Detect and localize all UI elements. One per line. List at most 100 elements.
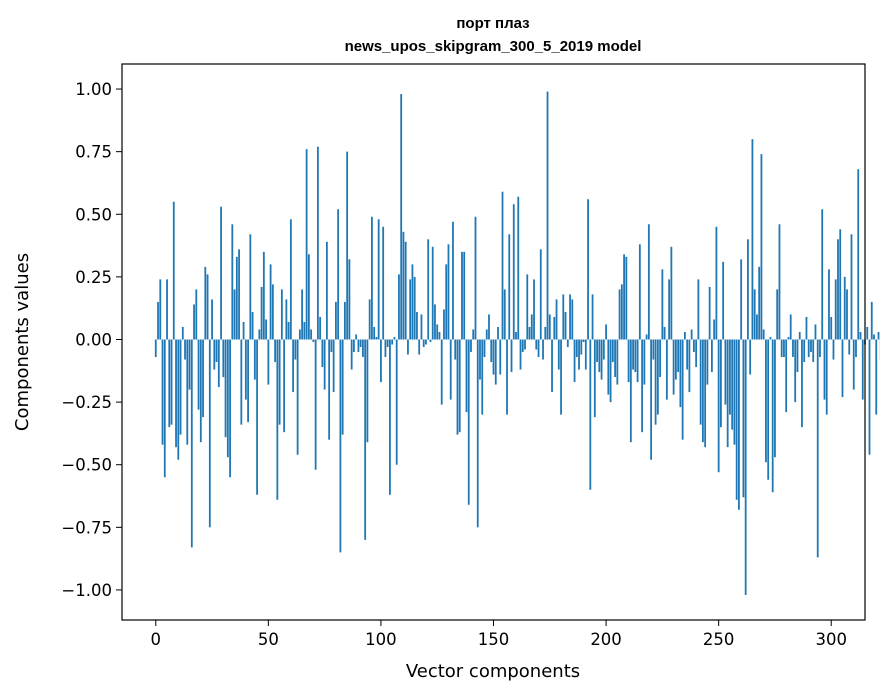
bar: [551, 339, 553, 393]
bar: [720, 339, 722, 428]
bar: [812, 339, 815, 363]
bar: [325, 241, 328, 340]
bar: [683, 331, 686, 340]
bar: [830, 316, 833, 340]
bar: [440, 339, 443, 405]
bar: [472, 329, 475, 340]
bar: [747, 239, 749, 340]
bar: [837, 239, 839, 340]
bar: [177, 339, 180, 460]
bar: [332, 339, 335, 393]
bar: [697, 279, 700, 340]
bar: [641, 339, 644, 433]
bar: [220, 206, 222, 340]
bar: [785, 339, 788, 413]
bar: [661, 269, 664, 340]
bar: [413, 276, 416, 340]
bar: [555, 299, 558, 340]
bar: [276, 339, 279, 500]
bar: [179, 339, 182, 435]
bar: [810, 339, 812, 353]
bar: [539, 249, 542, 340]
bar: [722, 261, 725, 340]
bar: [654, 339, 657, 425]
bar: [647, 224, 650, 340]
bar: [371, 216, 373, 340]
bar: [735, 339, 738, 500]
bar: [620, 284, 623, 340]
bar: [636, 339, 639, 383]
bar: [359, 339, 362, 348]
bar: [652, 339, 655, 360]
bar: [476, 339, 479, 528]
bar: [537, 339, 540, 358]
bar: [776, 289, 779, 340]
bar: [674, 339, 677, 380]
bar: [857, 169, 860, 340]
bar: [638, 244, 641, 340]
bar: [235, 256, 238, 340]
bar: [418, 339, 421, 355]
bar: [670, 246, 673, 340]
bar: [557, 339, 560, 370]
bar: [756, 314, 758, 340]
bar: [154, 339, 157, 358]
bar: [868, 339, 871, 455]
bar: [242, 321, 245, 340]
bar: [240, 339, 243, 425]
bar: [679, 339, 682, 408]
bar: [823, 339, 826, 400]
bar: [213, 339, 216, 370]
bar: [443, 309, 445, 340]
bar: [611, 339, 614, 363]
bar: [688, 339, 691, 393]
bar: [161, 339, 164, 445]
y-tick-label: 0.50: [75, 205, 112, 224]
bar: [391, 339, 394, 345]
bar: [490, 339, 493, 363]
bar: [605, 324, 607, 340]
bar: [627, 339, 630, 383]
bar: [526, 274, 529, 340]
bar: [314, 339, 317, 470]
bar: [366, 339, 369, 443]
y-tick-label: −0.25: [61, 393, 112, 412]
bar: [672, 339, 675, 395]
bar: [690, 329, 693, 340]
bar: [436, 324, 439, 340]
bar: [262, 251, 265, 340]
bar: [287, 321, 290, 340]
bar: [625, 256, 628, 340]
bar: [778, 224, 781, 340]
bar: [362, 339, 364, 358]
bar: [846, 289, 848, 340]
bar: [195, 289, 198, 340]
bar: [175, 339, 177, 448]
bar: [602, 339, 605, 360]
bar: [740, 259, 743, 340]
bar: [447, 244, 450, 340]
bar: [598, 339, 601, 373]
bar: [229, 339, 231, 478]
bar: [425, 339, 427, 345]
bar: [445, 264, 448, 340]
bar: [202, 339, 204, 418]
bar: [749, 339, 752, 375]
bar: [546, 91, 549, 340]
bar: [186, 339, 189, 445]
bar: [524, 339, 526, 350]
bar: [715, 226, 718, 340]
bar: [814, 324, 817, 340]
bar: [398, 274, 400, 340]
bar: [841, 339, 844, 398]
bar: [771, 339, 774, 493]
bar: [519, 339, 522, 370]
bar: [474, 216, 477, 340]
bar: [663, 326, 666, 340]
bar: [238, 249, 240, 340]
bar: [337, 209, 340, 340]
bar: [199, 339, 202, 443]
bar: [751, 139, 754, 340]
bar: [375, 336, 378, 340]
bar: [530, 314, 533, 340]
